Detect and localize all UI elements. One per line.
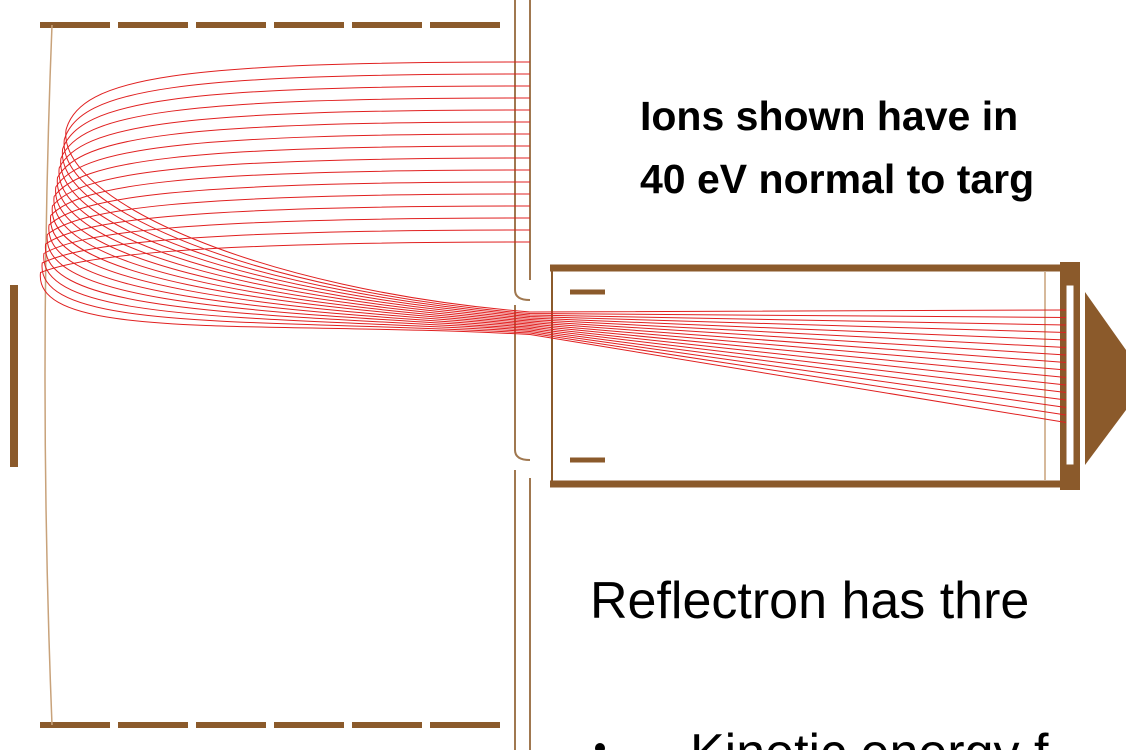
detector-face bbox=[1065, 284, 1075, 466]
ion-path bbox=[58, 109, 1067, 341]
ion-path bbox=[65, 61, 1067, 313]
heading: Reflectron has thre bbox=[590, 572, 1029, 630]
ion-path bbox=[48, 181, 1067, 386]
ion-path bbox=[43, 217, 1067, 408]
grid-left bbox=[514, 0, 531, 750]
ion-path bbox=[50, 169, 1067, 378]
callout-line: 40 eV normal to targ bbox=[640, 156, 1034, 202]
ion-path bbox=[46, 193, 1067, 393]
ion-trajectories bbox=[39, 61, 1067, 423]
ion-path bbox=[62, 85, 1067, 326]
ion-path bbox=[55, 133, 1067, 356]
ion-path bbox=[53, 145, 1067, 363]
callout-line: Ions shown have in bbox=[640, 93, 1018, 139]
mirror-curve bbox=[44, 24, 53, 726]
ion-path bbox=[45, 205, 1067, 401]
ion-path bbox=[39, 241, 1067, 423]
ion-path bbox=[51, 157, 1067, 371]
reflectron-hardware bbox=[10, 0, 1126, 750]
bullet-text: Kinetic energy f bbox=[690, 724, 1049, 750]
ion-path bbox=[56, 121, 1067, 348]
ion-path bbox=[63, 73, 1067, 318]
detector-cone bbox=[1085, 292, 1126, 465]
back-plate bbox=[10, 285, 18, 467]
ion-path bbox=[60, 97, 1067, 333]
ion-path bbox=[41, 229, 1067, 416]
bullet-dot bbox=[595, 743, 605, 750]
